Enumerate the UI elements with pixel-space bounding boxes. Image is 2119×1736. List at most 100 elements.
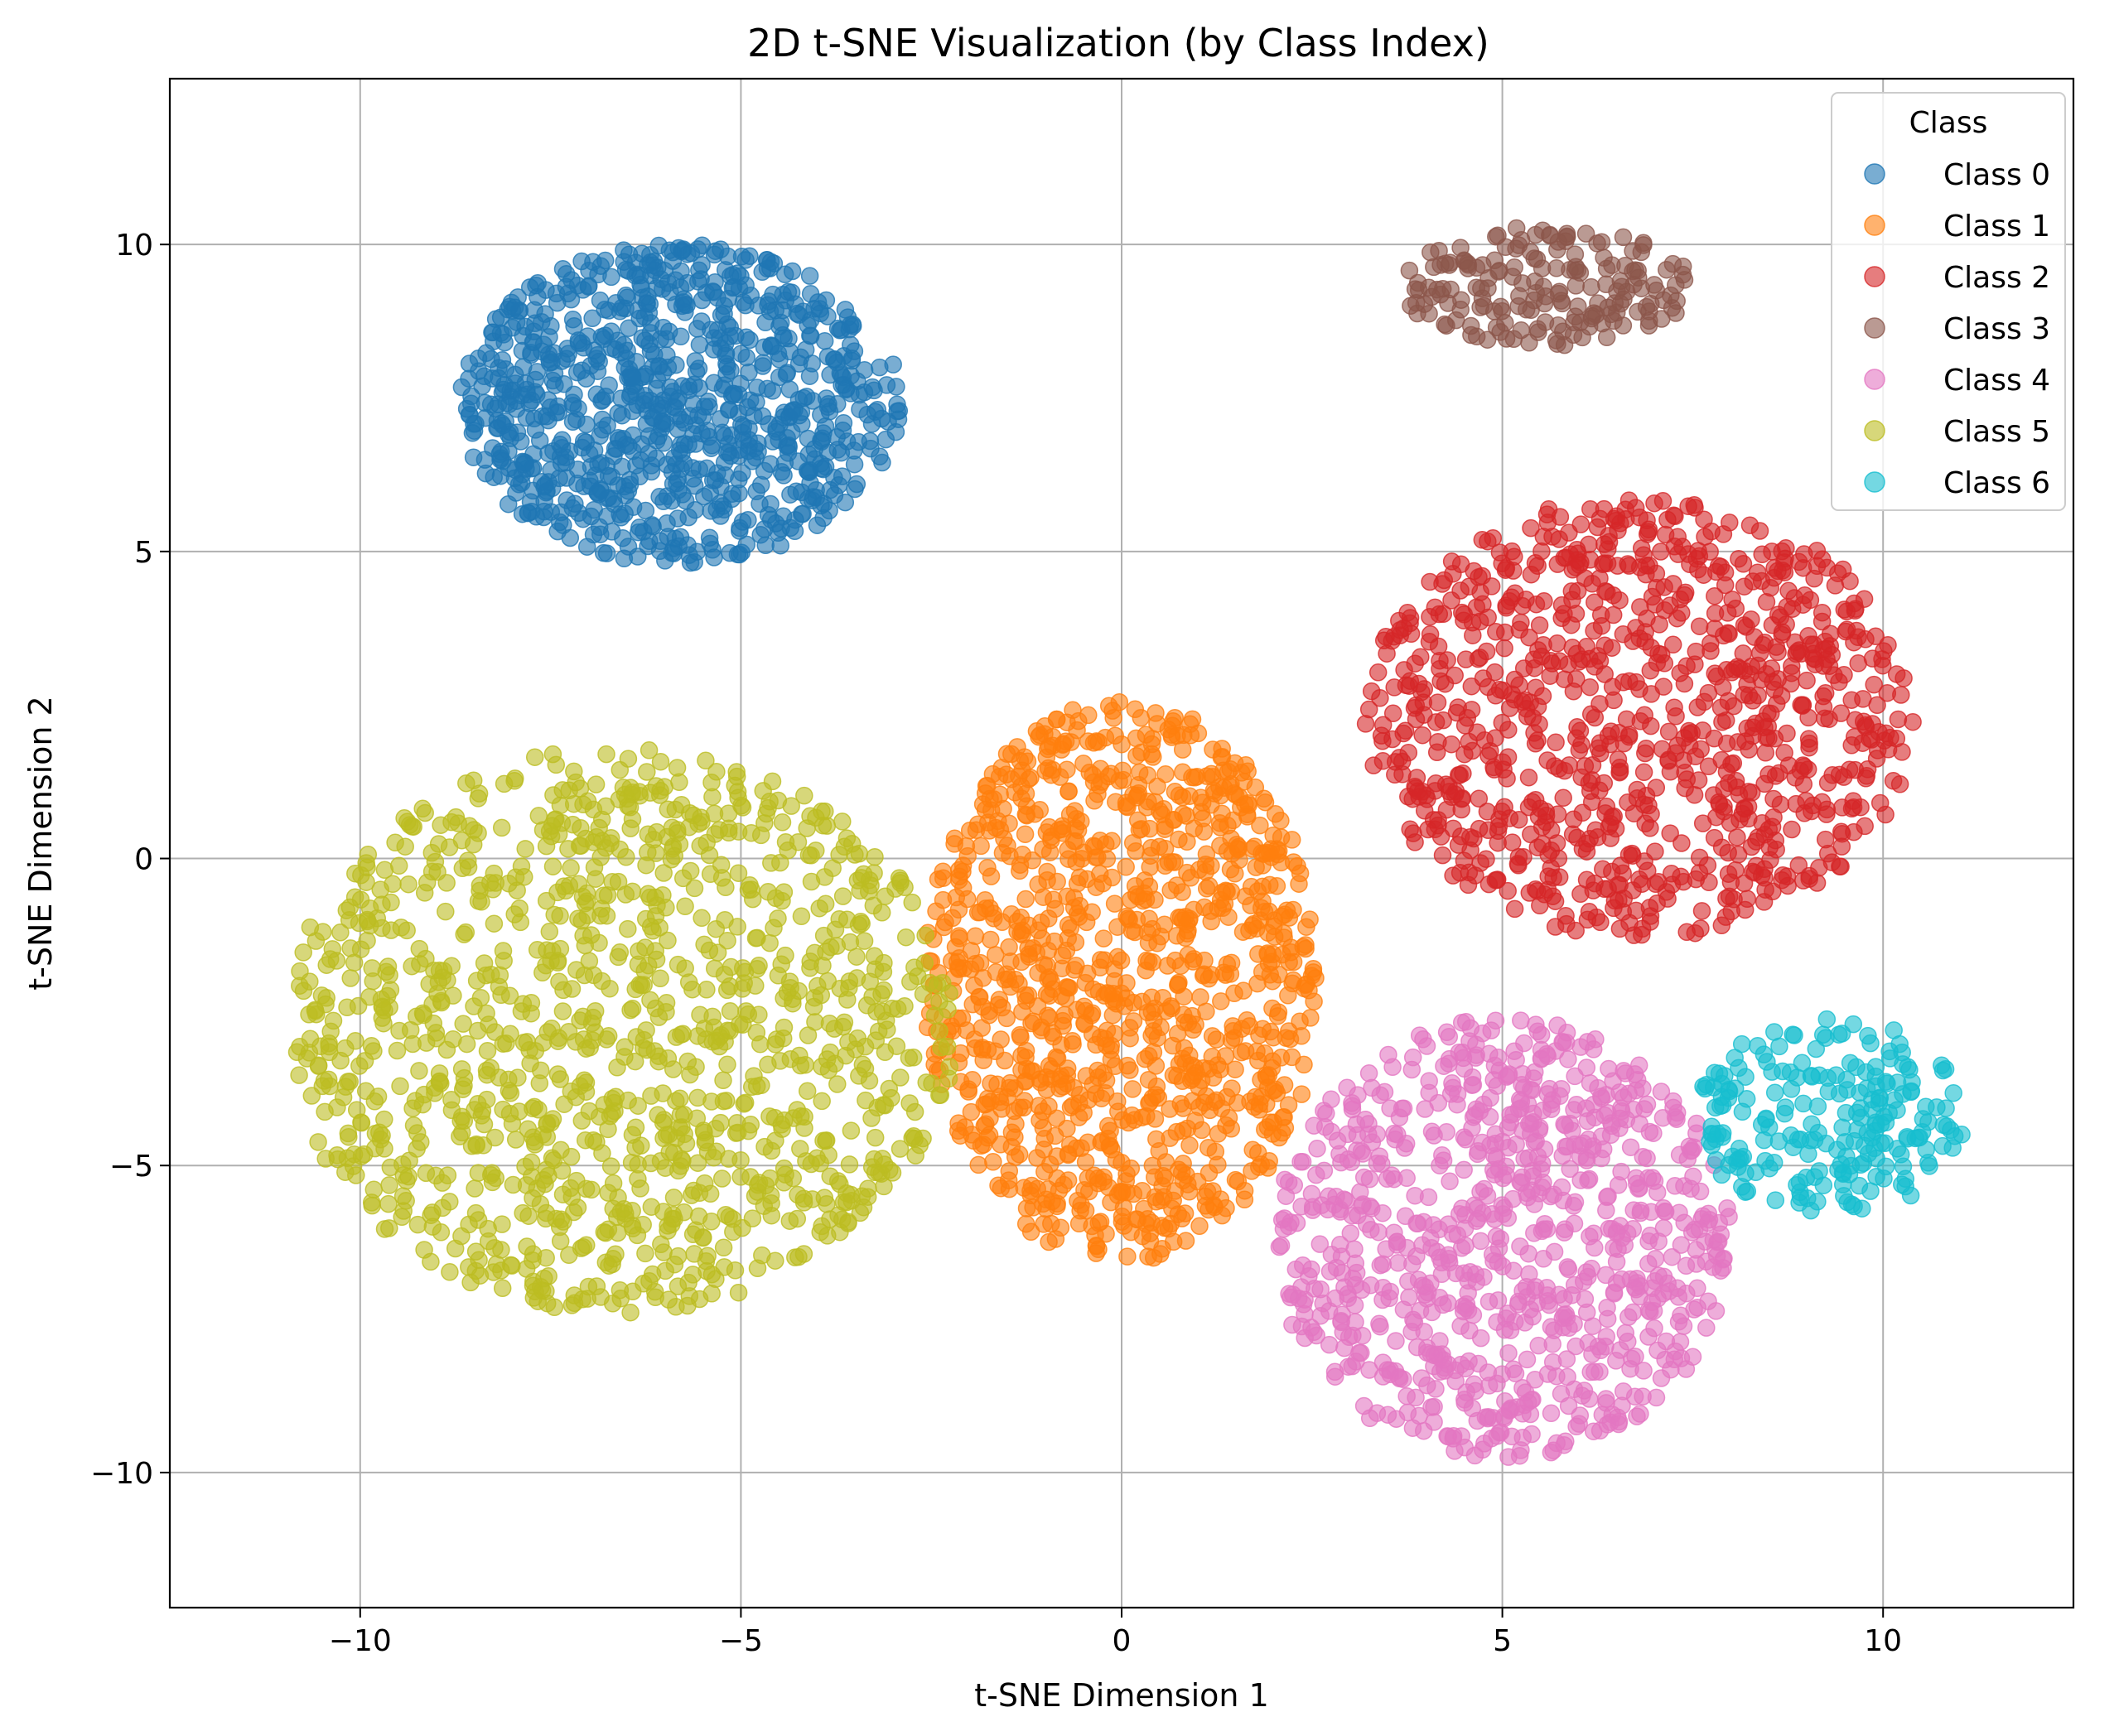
scatter-point	[816, 457, 835, 476]
scatter-point	[985, 909, 1003, 928]
scatter-point	[1597, 1390, 1615, 1408]
scatter-point	[637, 415, 656, 433]
scatter-point	[340, 1127, 358, 1146]
scatter-point	[656, 552, 674, 570]
chart-title: 2D t-SNE Visualization (by Class Index)	[747, 21, 1489, 65]
scatter-point	[1397, 1386, 1416, 1406]
scatter-point	[1180, 715, 1199, 734]
scatter-point	[462, 1136, 481, 1155]
scatter-point	[1586, 593, 1604, 611]
scatter-point	[1136, 871, 1154, 890]
scatter-point	[358, 932, 376, 950]
scatter-point	[1016, 890, 1035, 909]
scatter-point	[1079, 1091, 1098, 1109]
scatter-point	[1142, 745, 1161, 764]
scatter-point	[1361, 1197, 1379, 1216]
scatter-point	[1480, 1107, 1499, 1126]
scatter-point	[1548, 555, 1567, 573]
scatter-point	[1639, 523, 1658, 542]
scatter-point	[563, 310, 582, 329]
scatter-point	[998, 837, 1016, 855]
scatter-point	[1040, 1057, 1059, 1075]
scatter-point	[1580, 1390, 1599, 1408]
scatter-point	[855, 932, 874, 950]
scatter-point	[1613, 1396, 1631, 1415]
scatter-point	[1690, 547, 1709, 566]
scatter-point	[751, 475, 770, 494]
scatter-point	[1102, 1036, 1121, 1055]
scatter-point	[1687, 1255, 1706, 1273]
scatter-point	[1045, 1126, 1064, 1145]
scatter-point	[690, 379, 709, 398]
scatter-point	[595, 330, 613, 349]
scatter-point	[1706, 604, 1725, 623]
scatter-point	[1801, 591, 1820, 610]
scatter-point	[469, 350, 488, 368]
scatter-point	[548, 293, 567, 312]
scatter-point	[553, 259, 572, 278]
scatter-point	[1341, 1224, 1360, 1242]
scatter-point	[980, 822, 999, 840]
scatter-point	[628, 265, 646, 284]
scatter-point	[877, 376, 896, 394]
scatter-point	[712, 1113, 730, 1132]
scatter-point	[780, 1212, 799, 1230]
scatter-point	[982, 930, 1000, 949]
scatter-point	[1266, 1080, 1285, 1099]
scatter-point	[1197, 845, 1216, 864]
scatter-point	[309, 1133, 327, 1151]
scatter-point	[464, 448, 483, 466]
scatter-point	[1347, 1263, 1366, 1282]
scatter-point	[1103, 868, 1122, 887]
scatter-point	[1528, 250, 1547, 268]
scatter-point	[786, 510, 804, 529]
scatter-point	[1126, 700, 1145, 719]
scatter-point	[1512, 321, 1531, 340]
scatter-point	[807, 808, 825, 827]
scatter-point	[548, 1065, 567, 1083]
scatter-point	[1517, 700, 1536, 718]
scatter-point	[1590, 1362, 1609, 1381]
scatter-point	[1769, 670, 1788, 688]
scatter-point	[1446, 1442, 1464, 1460]
scatter-point	[1473, 531, 1492, 549]
scatter-point	[1451, 555, 1470, 574]
scatter-point	[586, 775, 606, 793]
scatter-point	[1207, 1030, 1226, 1049]
scatter-point	[1245, 837, 1264, 856]
scatter-point	[619, 919, 637, 938]
scatter-point	[1164, 1066, 1183, 1084]
scatter-point	[1654, 1199, 1673, 1218]
scatter-point	[1747, 856, 1765, 875]
scatter-point	[611, 943, 630, 962]
scatter-point	[1794, 775, 1813, 793]
scatter-point	[1630, 870, 1648, 889]
scatter-point	[1526, 790, 1545, 809]
scatter-point	[1697, 1319, 1716, 1337]
scatter-point	[356, 1082, 375, 1101]
scatter-point	[1099, 697, 1118, 715]
scatter-point	[1875, 731, 1894, 750]
scatter-point	[986, 946, 1005, 964]
scatter-point	[611, 505, 629, 523]
scatter-point	[1296, 936, 1315, 954]
scatter-point	[1122, 1106, 1142, 1125]
scatter-point	[1547, 331, 1566, 350]
scatter-point	[750, 1005, 768, 1024]
scatter-point	[842, 335, 860, 354]
scatter-point	[1469, 1141, 1488, 1160]
scatter-point	[606, 294, 625, 312]
scatter-point	[1360, 1361, 1378, 1379]
scatter-point	[1677, 770, 1697, 788]
scatter-point	[1243, 1140, 1262, 1160]
scatter-point	[544, 1150, 563, 1169]
scatter-point	[568, 475, 586, 493]
scatter-point	[691, 837, 709, 855]
scatter-point	[1584, 881, 1603, 899]
scatter-point	[1368, 1404, 1387, 1422]
scatter-point	[1123, 1080, 1142, 1098]
scatter-point	[1114, 770, 1132, 789]
scatter-point	[1301, 1009, 1320, 1027]
scatter-point	[1646, 842, 1664, 861]
scatter-point	[1561, 1114, 1579, 1133]
